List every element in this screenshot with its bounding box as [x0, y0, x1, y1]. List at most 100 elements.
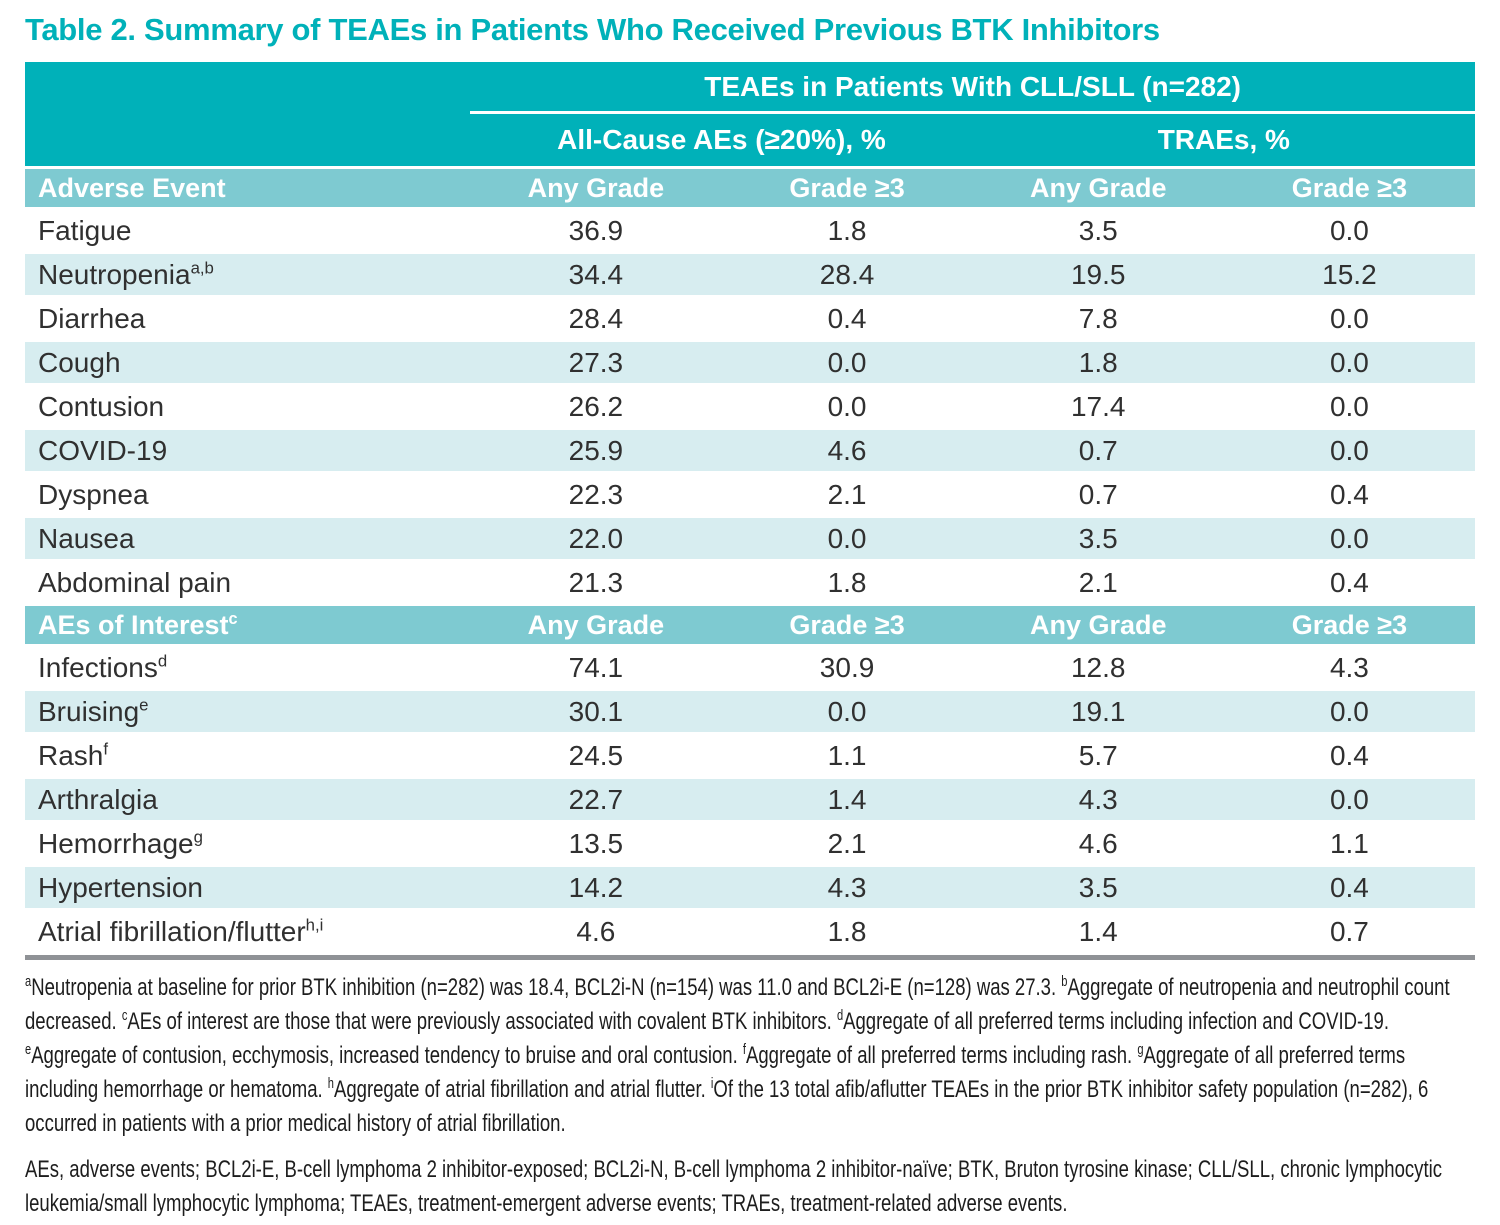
adverse-event-label-cell: Neutropeniaa,b	[25, 254, 471, 298]
value-cell: 5.7	[972, 735, 1224, 779]
value-cell: 0.0	[1223, 210, 1475, 254]
value-cell: 1.1	[721, 735, 973, 779]
section-header-row: AEs of Interestc Any Grade Grade ≥3 Any Gra…	[25, 606, 1475, 647]
value-cell: 2.1	[721, 823, 973, 867]
value-cell: 34.4	[470, 254, 722, 298]
value-cell: 1.4	[972, 911, 1224, 955]
adverse-event-label-cell: Hemorrhageg	[25, 823, 471, 867]
section-label-cell: AEs of Interestc	[25, 606, 471, 647]
value-cell: 1.8	[972, 342, 1224, 386]
table-row: Rashf 24.5 1.1 5.7 0.4	[25, 735, 1475, 779]
adverse-event-label-cell: Dyspnea	[25, 474, 471, 518]
value-cell: 0.0	[1223, 298, 1475, 342]
table-row: Cough 27.3 0.0 1.8 0.0	[25, 342, 1475, 386]
value-cell: 25.9	[470, 430, 722, 474]
group-header-row: TEAEs in Patients With CLL/SLL (n=282)	[25, 62, 1475, 169]
adverse-event-label-cell: Diarrhea	[25, 298, 471, 342]
footnote-marker: e	[25, 1042, 32, 1058]
footnote-marker: e	[139, 695, 149, 715]
footnote-marker: a	[25, 974, 32, 990]
adverse-event-label-cell: Arthralgia	[25, 779, 471, 823]
value-cell: 12.8	[972, 647, 1224, 691]
footnote-marker: c	[228, 609, 238, 628]
value-cell: 13.5	[470, 823, 722, 867]
footnote-marker: h	[327, 1076, 334, 1092]
value-cell: 0.4	[1223, 867, 1475, 911]
footnote-marker: h,i	[305, 915, 324, 935]
value-cell: 22.0	[470, 518, 722, 562]
value-cell: 3.5	[972, 867, 1224, 911]
value-cell: 1.1	[1223, 823, 1475, 867]
column-header-cell: Any Grade	[470, 169, 722, 210]
corner-cell	[25, 62, 471, 169]
table-row: Bruisinge 30.1 0.0 19.1 0.0	[25, 691, 1475, 735]
value-cell: 0.7	[972, 430, 1224, 474]
value-cell: 30.1	[470, 691, 722, 735]
value-cell: 22.7	[470, 779, 722, 823]
value-cell: 28.4	[470, 298, 722, 342]
column-header-cell: Any Grade	[470, 606, 722, 647]
value-cell: 14.2	[470, 867, 722, 911]
adverse-event-label-cell: Cough	[25, 342, 471, 386]
adverse-event-label-cell: Abdominal pain	[25, 562, 471, 606]
value-cell: 74.1	[470, 647, 722, 691]
adverse-event-label-cell: Infectionsd	[25, 647, 471, 691]
value-cell: 0.0	[1223, 779, 1475, 823]
value-cell: 0.0	[721, 342, 973, 386]
value-cell: 26.2	[470, 386, 722, 430]
subgroup-traes-cell: TRAEs, %	[972, 114, 1475, 169]
value-cell: 0.0	[721, 518, 973, 562]
value-cell: 27.3	[470, 342, 722, 386]
value-cell: 4.3	[721, 867, 973, 911]
column-header-cell: Grade ≥3	[721, 606, 973, 647]
value-cell: 0.4	[721, 298, 973, 342]
adverse-event-label-cell: Nausea	[25, 518, 471, 562]
value-cell: 22.3	[470, 474, 722, 518]
table-row: Hypertension 14.2 4.3 3.5 0.4	[25, 867, 1475, 911]
footnote-marker: b	[1061, 974, 1068, 990]
group-header-cell: TEAEs in Patients With CLL/SLL (n=282)	[470, 62, 1475, 114]
value-cell: 17.4	[972, 386, 1224, 430]
table-title: Table 2. Summary of TEAEs in Patients Wh…	[25, 12, 1160, 47]
value-cell: 4.3	[972, 779, 1224, 823]
notes-block: aNeutropenia at baseline for prior BTK i…	[25, 971, 1475, 1221]
section-header-row: Adverse Event Any Grade Grade ≥3 Any Grade G…	[25, 169, 1475, 210]
value-cell: 0.7	[1223, 911, 1475, 955]
section-label-cell: Adverse Event	[25, 169, 471, 210]
value-cell: 21.3	[470, 562, 722, 606]
footnote-marker: d	[157, 651, 168, 671]
adverse-event-label-cell: Rashf	[25, 735, 471, 779]
adverse-event-label-cell: Contusion	[25, 386, 471, 430]
footnotes-paragraph: aNeutropenia at baseline for prior BTK i…	[25, 974, 1450, 1137]
column-header-cell: Any Grade	[972, 169, 1224, 210]
value-cell: 28.4	[721, 254, 973, 298]
value-cell: 0.4	[1223, 562, 1475, 606]
table-row: Atrial fibrillation/flutterh,i 4.6 1.8 1.4 0…	[25, 911, 1475, 955]
adverse-event-label-cell: Hypertension	[25, 867, 471, 911]
footnote-marker: c	[121, 1008, 128, 1024]
value-cell: 0.0	[1223, 430, 1475, 474]
value-cell: 0.4	[1223, 474, 1475, 518]
table-row: Fatigue 36.9 1.8 3.5 0.0	[25, 210, 1475, 254]
value-cell: 1.8	[721, 562, 973, 606]
value-cell: 19.5	[972, 254, 1224, 298]
table-row: Infectionsd 74.1 30.9 12.8 4.3	[25, 647, 1475, 691]
footnote-marker: i	[710, 1076, 714, 1092]
value-cell: 0.0	[1223, 691, 1475, 735]
value-cell: 19.1	[972, 691, 1224, 735]
abbreviations-paragraph: AEs, adverse events; BCL2i-E, B-cell lym…	[25, 1156, 1442, 1217]
table-row: Contusion 26.2 0.0 17.4 0.0	[25, 386, 1475, 430]
value-cell: 0.7	[972, 474, 1224, 518]
footnote-marker: f	[742, 1042, 746, 1058]
subgroup-allcause-cell: All-Cause AEs (≥20%), %	[470, 114, 973, 169]
value-cell: 4.6	[972, 823, 1224, 867]
subgroup-header-row: All-Cause AEs (≥20%), % TRAEs, %	[25, 114, 1475, 169]
teae-table: TEAEs in Patients With CLL/SLL (n=282) A…	[25, 62, 1475, 960]
value-cell: 1.8	[721, 210, 973, 254]
adverse-event-label-cell: Atrial fibrillation/flutterh,i	[25, 911, 471, 955]
column-header-cell: Any Grade	[972, 606, 1224, 647]
value-cell: 7.8	[972, 298, 1224, 342]
value-cell: 2.1	[972, 562, 1224, 606]
value-cell: 30.9	[721, 647, 973, 691]
